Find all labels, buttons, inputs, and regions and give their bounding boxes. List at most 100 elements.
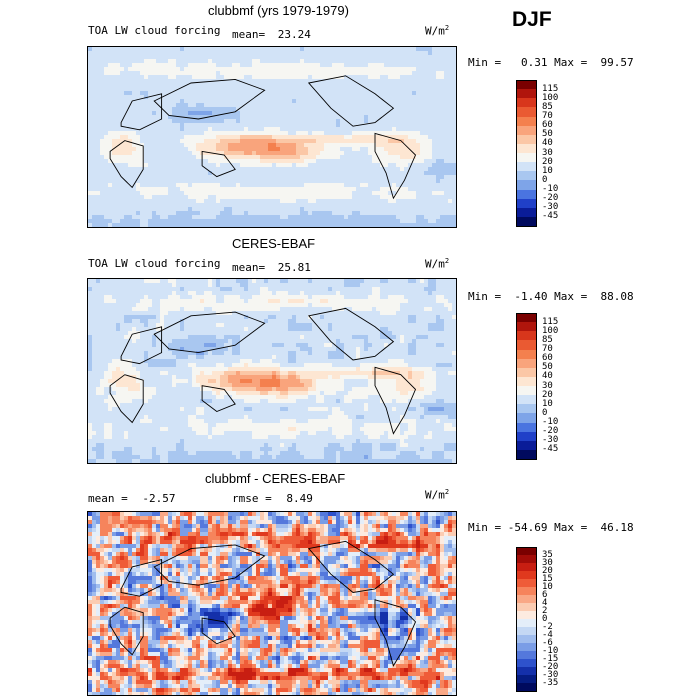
coastline — [374, 599, 417, 667]
coastline — [201, 150, 236, 178]
colorbar-cell — [516, 619, 537, 628]
colorbar-tick-label: -10 — [542, 184, 559, 194]
mean-label-text: mean= — [232, 28, 266, 41]
colorbar-cell — [516, 340, 537, 350]
colorbar-cell — [516, 659, 537, 668]
colorbar-tick-label: -10 — [542, 645, 559, 656]
coastline — [109, 606, 144, 656]
colorbar-cell — [516, 603, 537, 612]
colorbar-cell — [516, 98, 537, 108]
colorbar-tick-label: 2 — [542, 605, 548, 616]
colorbar-cell — [516, 440, 537, 451]
mean-label: mean= 25.81 — [232, 261, 311, 274]
colorbar-cell — [516, 367, 537, 378]
colorbar-tick-label: -45 — [542, 444, 559, 455]
panel-title: CERES-EBAF — [232, 236, 316, 251]
map-field — [88, 279, 456, 463]
coastline — [307, 307, 395, 361]
colorbar-tick-label: 30 — [542, 557, 553, 568]
colorbar-tick-label: 6 — [542, 589, 548, 600]
mean-value: 25.81 — [277, 261, 311, 274]
min-max-label: Min = -1.40 Max = 88.08 — [468, 290, 634, 303]
colorbar-cell — [516, 349, 537, 360]
colorbar-tick-label: 50 — [542, 129, 553, 140]
colorbar-cell — [516, 171, 537, 181]
mean-value: 23.24 — [277, 28, 311, 41]
colorbar-cell — [516, 627, 537, 636]
colorbar-cell — [516, 89, 537, 99]
colorbar-cell — [516, 431, 537, 442]
colorbar-tick-label: 4 — [542, 597, 548, 608]
mean-value: -2.57 — [142, 492, 176, 505]
season-label: DJF — [512, 8, 552, 31]
rmse-value: 8.49 — [286, 492, 313, 505]
colorbar-tick-label: 20 — [542, 156, 553, 167]
colorbar-tick-label: -6 — [542, 637, 553, 648]
colorbar-cell — [516, 555, 537, 564]
map-field — [88, 47, 456, 227]
colorbar-tick-label: -35 — [542, 677, 559, 688]
colorbar-tick-label: 30 — [542, 147, 553, 158]
colorbar-tick-label: -30 — [542, 202, 559, 213]
coastline — [153, 78, 266, 120]
colorbar-cell — [516, 313, 537, 323]
rmse-label: rmse = 8.49 — [232, 492, 313, 505]
colorbar-tick-label: 0 — [542, 174, 548, 185]
map-field — [88, 512, 456, 695]
colorbar-tick-label: 100 — [542, 92, 559, 103]
colorbar-cell — [516, 651, 537, 660]
colorbar-tick-label: 35 — [542, 549, 553, 560]
colorbar-tick-label: 40 — [542, 138, 553, 149]
units-label: W/m2 — [425, 257, 450, 271]
colorbar-tick-label: 10 — [542, 398, 553, 409]
min-max-label: Min = -54.69 Max = 46.18 — [468, 521, 634, 534]
colorbar-tick-label: 85 — [542, 101, 553, 112]
field-label: TOA LW cloud forcing — [88, 257, 221, 270]
coastline — [374, 366, 417, 435]
colorbar-tick-label: -30 — [542, 669, 559, 680]
coastline — [153, 311, 266, 354]
mean-label: mean = -2.57 — [88, 492, 176, 505]
colorbar-tick-label: 60 — [542, 120, 553, 131]
colorbar-cell — [516, 683, 537, 692]
colorbar-tick-label: -20 — [542, 661, 559, 672]
colorbar-cell — [516, 413, 537, 423]
map-plot — [87, 46, 457, 228]
colorbar-tick-label: 115 — [542, 316, 559, 327]
colorbar-cell — [516, 595, 537, 604]
coastline — [201, 617, 236, 645]
colorbar-tick-label: -20 — [542, 426, 559, 437]
colorbar-tick-label: 15 — [542, 573, 553, 584]
colorbar-cell — [516, 667, 537, 676]
colorbar-cell — [516, 162, 537, 172]
colorbar-tick-label: 20 — [542, 389, 553, 400]
mean-label: mean= 23.24 — [232, 28, 311, 41]
coastline — [120, 326, 163, 365]
colorbar-tick-label: 10 — [542, 581, 553, 592]
colorbar-cell — [516, 675, 537, 684]
colorbar-tick-label: 100 — [542, 325, 559, 336]
coastline — [201, 385, 236, 413]
min-max-label: Min = 0.31 Max = 99.57 — [468, 56, 634, 69]
colorbar-cell — [516, 579, 537, 588]
colorbar-tick-label: 0 — [542, 613, 548, 624]
colorbar-cell — [516, 198, 537, 209]
colorbar-tick-label: 70 — [542, 111, 553, 121]
units-label: W/m2 — [425, 24, 450, 38]
coastline — [109, 374, 144, 424]
colorbar-cell — [516, 376, 537, 387]
colorbar-cell — [516, 189, 537, 200]
colorbar-tick-label: -2 — [542, 621, 553, 632]
colorbar: 115 100 85 70 60 50 40 30 20 10 0 -10 -20 -30 -45 — [516, 80, 586, 227]
colorbar-cell — [516, 358, 537, 369]
colorbar-cell — [516, 180, 537, 190]
colorbar-tick-label: -45 — [542, 211, 559, 222]
colorbar-tick-label: 0 — [542, 407, 548, 418]
map-plot — [87, 278, 457, 464]
colorbar-tick-label: -15 — [542, 653, 559, 664]
colorbar-cell — [516, 547, 537, 556]
colorbar-cell — [516, 635, 537, 644]
colorbar-cell — [516, 207, 537, 218]
colorbar-tick-label: 60 — [542, 353, 553, 364]
colorbar-cell — [516, 449, 537, 460]
